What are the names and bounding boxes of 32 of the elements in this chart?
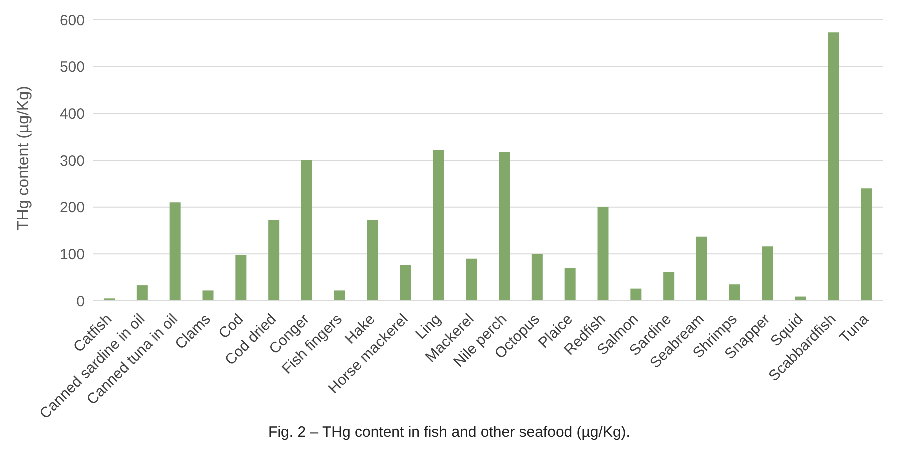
bar — [433, 150, 444, 301]
bar — [367, 220, 378, 301]
y-tick-label: 400 — [60, 106, 85, 123]
bar — [828, 32, 840, 301]
bar — [532, 254, 543, 301]
x-tick-label: Tuna — [836, 310, 874, 347]
bar — [499, 152, 510, 301]
bar — [302, 160, 312, 301]
bar — [268, 220, 280, 301]
bar — [236, 255, 247, 301]
bar — [861, 188, 872, 301]
bar — [696, 236, 708, 301]
y-tick-label: 200 — [60, 200, 85, 217]
bar — [170, 202, 181, 301]
bar — [762, 246, 774, 301]
text: Fig. 2 – THg content in fish and other seafood (µg/Kg). — [268, 424, 632, 441]
y-axis-title: THg content (µg/Kg) — [16, 86, 33, 230]
bar — [729, 284, 740, 301]
bar — [598, 207, 609, 301]
bar — [136, 286, 148, 301]
bar — [466, 258, 478, 301]
bar — [400, 264, 412, 301]
y-tick-label: 100 — [60, 246, 85, 264]
y-tick-label: 0 — [76, 293, 85, 310]
bar — [564, 268, 576, 301]
bar — [664, 272, 675, 301]
y-tick-label: 600 — [60, 12, 85, 30]
bar — [202, 290, 214, 301]
y-tick-label: 500 — [60, 59, 85, 76]
bar — [630, 288, 642, 301]
y-tick-label: 300 — [60, 152, 85, 170]
bar — [334, 290, 346, 301]
